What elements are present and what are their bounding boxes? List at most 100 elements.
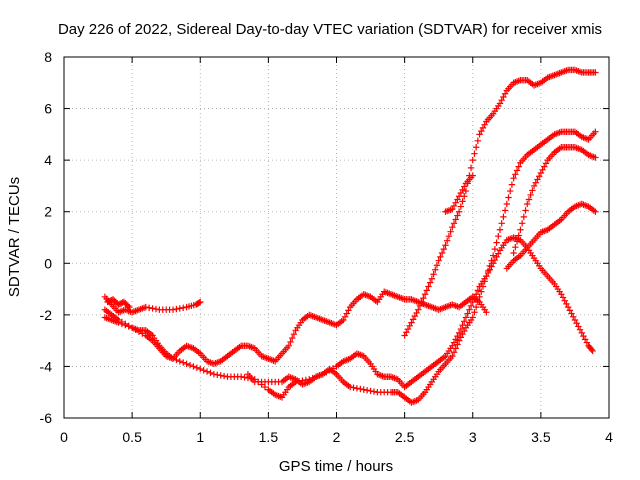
- x-tick-label: 2: [333, 429, 341, 445]
- data-point: [454, 341, 461, 348]
- data-point: [452, 216, 459, 223]
- data-point: [462, 187, 470, 195]
- x-tick-label: 1: [196, 429, 204, 445]
- x-tick-label: 4: [605, 429, 613, 445]
- data-point: [481, 121, 488, 128]
- data-point: [455, 208, 463, 215]
- data-point: [406, 322, 413, 330]
- data-point: [525, 196, 533, 203]
- data-point: [483, 272, 490, 280]
- data-point: [489, 252, 497, 259]
- data-point: [479, 283, 487, 290]
- data-point: [592, 154, 599, 161]
- data-point: [452, 345, 459, 352]
- data-point: [469, 172, 476, 179]
- data-point: [539, 166, 546, 174]
- data-point: [418, 298, 425, 306]
- data-point: [444, 237, 451, 244]
- data-point: [454, 332, 461, 340]
- data-point: [583, 339, 591, 346]
- data-point: [173, 305, 180, 313]
- data-point: [142, 303, 149, 311]
- data-point: [450, 349, 458, 356]
- data-point: [145, 304, 153, 311]
- data-point: [350, 384, 357, 391]
- data-point: [367, 387, 374, 395]
- data-point: [459, 186, 466, 193]
- data-point: [559, 294, 567, 301]
- data-point: [450, 339, 458, 346]
- data-point: [432, 266, 439, 273]
- data-point: [438, 249, 446, 257]
- data-point: [501, 90, 509, 97]
- x-tick-label: 0: [60, 429, 68, 445]
- data-point: [421, 291, 429, 298]
- data-point: [180, 359, 187, 366]
- data-point: [471, 150, 478, 157]
- data-point: [501, 207, 509, 214]
- y-axis-label: SDTVAR / TECUs: [6, 177, 23, 297]
- data-point: [200, 367, 207, 374]
- data-point: [566, 307, 574, 314]
- x-tick-label: 0.5: [122, 429, 142, 445]
- data-point: [423, 287, 430, 294]
- data-point: [581, 336, 589, 343]
- data-point: [125, 323, 132, 330]
- data-point: [118, 320, 126, 328]
- data-point: [564, 303, 572, 311]
- data-point: [343, 310, 350, 317]
- y-tick-label: 8: [44, 49, 52, 65]
- data-point: [176, 358, 184, 365]
- data-point: [124, 302, 132, 310]
- data-point: [486, 262, 493, 270]
- data-point: [472, 303, 480, 311]
- data-point: [580, 332, 587, 340]
- data-point: [588, 346, 595, 353]
- x-tick-label: 2.5: [395, 429, 415, 445]
- data-point: [541, 163, 548, 170]
- data-point: [472, 291, 480, 298]
- x-tick-label: 3: [469, 429, 477, 445]
- data-point: [472, 144, 480, 151]
- data-point: [169, 306, 177, 313]
- data-point: [474, 298, 482, 306]
- data-point: [197, 365, 204, 373]
- ticks: 0 0.5 1 1.5 2 2.5 3 3.5 4 -6 -4 -2 0 2 4 6 8: [40, 49, 614, 445]
- data-marks: [101, 66, 599, 406]
- data-point: [126, 303, 133, 311]
- data-point: [363, 387, 371, 394]
- data-point: [493, 253, 500, 261]
- data-point: [115, 319, 122, 326]
- y-tick-label: -6: [40, 410, 53, 426]
- data-point: [513, 167, 521, 174]
- data-point: [455, 193, 463, 200]
- data-point: [505, 194, 512, 201]
- data-point: [491, 256, 499, 264]
- data-point: [183, 360, 190, 368]
- data-point: [471, 294, 478, 302]
- data-point: [469, 314, 476, 321]
- y-tick-label: 2: [44, 204, 52, 220]
- data-point: [467, 164, 475, 172]
- data-point: [515, 163, 522, 170]
- data-point: [360, 386, 367, 393]
- data-point: [495, 233, 502, 240]
- data-point: [488, 257, 495, 264]
- data-point: [476, 131, 483, 138]
- data-point: [403, 329, 410, 336]
- data-point: [500, 213, 507, 221]
- y-tick-label: 0: [44, 255, 52, 271]
- data-point: [454, 212, 461, 219]
- x-tick-label: 3.5: [531, 429, 551, 445]
- data-point: [512, 171, 519, 178]
- data-point: [340, 316, 347, 324]
- data-point: [401, 332, 408, 339]
- data-point: [592, 208, 599, 215]
- data-point: [576, 326, 584, 333]
- data-point: [510, 174, 517, 182]
- data-point: [537, 169, 545, 177]
- data-point: [152, 305, 160, 313]
- data-point: [135, 328, 143, 335]
- data-point: [415, 306, 422, 313]
- data-point: [416, 302, 424, 310]
